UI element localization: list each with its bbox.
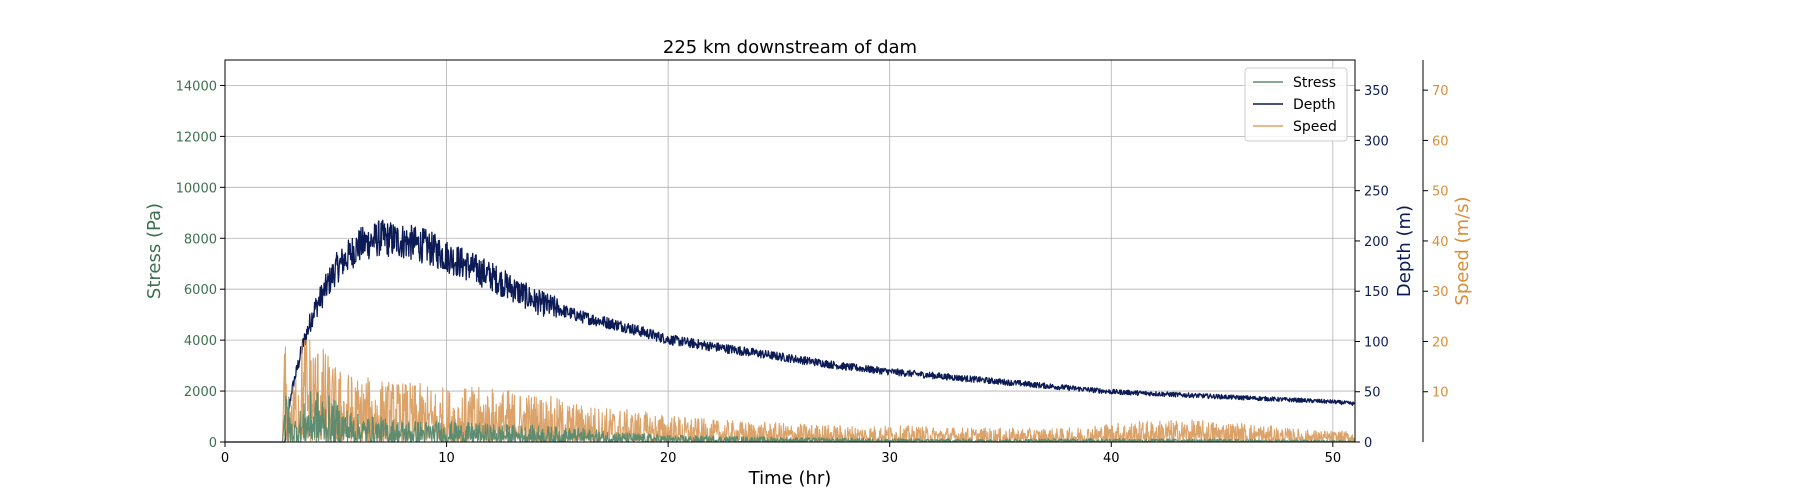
depth-tick-label: 0 <box>1364 436 1372 451</box>
stress-tick-label: 10000 <box>176 181 217 196</box>
stress-axis-title: Stress (Pa) <box>144 203 165 299</box>
depth-tick-label: 50 <box>1364 386 1381 401</box>
depth-tick-label: 350 <box>1364 84 1389 99</box>
speed-tick-label: 40 <box>1432 235 1449 250</box>
speed-axis-title: Speed (m/s) <box>1452 196 1473 305</box>
legend-label-stress: Stress <box>1293 75 1336 91</box>
legend: Stress Depth Speed <box>1244 67 1348 142</box>
speed-tick-label: 70 <box>1432 84 1449 99</box>
speed-tick-label: 50 <box>1432 185 1449 200</box>
x-tick-label: 40 <box>1103 451 1120 466</box>
stress-tick-label: 4000 <box>184 334 217 349</box>
x-tick-label: 10 <box>438 451 455 466</box>
axes: 0 10 20 30 40 5002000400060008000100001200014… <box>176 60 1449 466</box>
depth-tick-label: 250 <box>1364 185 1389 200</box>
x-tick-label: 20 <box>660 451 677 466</box>
chart-title: 225 km downstream of dam <box>663 37 917 58</box>
stress-tick-label: 8000 <box>184 232 217 247</box>
stress-tick-label: 0 <box>209 436 217 451</box>
legend-box <box>1244 67 1348 142</box>
stress-tick-label: 12000 <box>176 130 217 145</box>
legend-label-depth: Depth <box>1293 97 1336 113</box>
stress-tick-label: 2000 <box>184 385 217 400</box>
depth-tick-label: 150 <box>1364 285 1389 300</box>
depth-tick-label: 300 <box>1364 134 1389 149</box>
speed-tick-label: 30 <box>1432 285 1449 300</box>
plot-frame <box>224 59 1356 443</box>
stress-tick-label: 14000 <box>176 79 217 94</box>
speed-tick-label: 10 <box>1432 386 1449 401</box>
series-line-depth <box>224 219 1356 443</box>
speed-tick-label: 20 <box>1432 335 1449 350</box>
plot-series <box>224 219 1356 443</box>
x-tick-label: 30 <box>881 451 898 466</box>
depth-tick-label: 100 <box>1364 335 1389 350</box>
x-tick-label: 50 <box>1325 451 1342 466</box>
stress-tick-label: 6000 <box>184 283 217 298</box>
series-line-stress <box>224 390 1356 443</box>
depth-axis-title: Depth (m) <box>1394 205 1415 297</box>
series-line-speed <box>224 339 1356 443</box>
legend-label-speed: Speed <box>1293 119 1337 135</box>
speed-tick-label: 60 <box>1432 134 1449 149</box>
x-tick-label: 0 <box>221 451 229 466</box>
depth-tick-label: 200 <box>1364 235 1389 250</box>
x-axis-title: Time (hr) <box>748 468 832 489</box>
